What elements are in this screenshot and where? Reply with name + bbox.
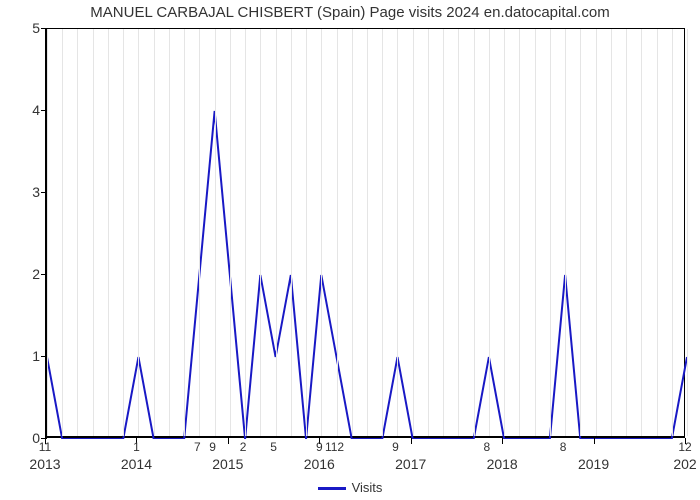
y-tick-label: 5 xyxy=(10,20,40,36)
grid-line xyxy=(77,29,78,436)
grid-line xyxy=(245,29,246,436)
grid-line xyxy=(260,29,261,436)
grid-line xyxy=(352,29,353,436)
grid-line xyxy=(580,29,581,436)
grid-line xyxy=(657,29,658,436)
point-label: 8 xyxy=(560,440,567,454)
x-tick-label: 2014 xyxy=(121,456,152,472)
x-tick-label: 2019 xyxy=(578,456,609,472)
grid-line xyxy=(276,29,277,436)
y-tick-label: 2 xyxy=(10,266,40,282)
grid-line xyxy=(184,29,185,436)
point-label: 2 xyxy=(240,440,247,454)
point-label: 9 xyxy=(209,440,216,454)
grid-line xyxy=(123,29,124,436)
y-tick-label: 0 xyxy=(10,430,40,446)
grid-line xyxy=(519,29,520,436)
grid-line xyxy=(565,29,566,436)
grid-line xyxy=(687,29,688,436)
x-tick-mark xyxy=(594,438,595,444)
grid-line xyxy=(337,29,338,436)
grid-line xyxy=(62,29,63,436)
x-tick-mark xyxy=(411,438,412,444)
grid-line xyxy=(215,29,216,436)
y-tick-label: 3 xyxy=(10,184,40,200)
chart-title: MANUEL CARBAJAL CHISBERT (Spain) Page vi… xyxy=(0,4,700,21)
grid-line xyxy=(550,29,551,436)
point-label: 7 xyxy=(194,440,201,454)
grid-line xyxy=(458,29,459,436)
grid-line xyxy=(474,29,475,436)
grid-line xyxy=(306,29,307,436)
grid-line xyxy=(230,29,231,436)
point-label: 11 xyxy=(39,440,51,454)
legend: Visits xyxy=(0,480,700,495)
grid-line xyxy=(291,29,292,436)
grid-line xyxy=(108,29,109,436)
x-tick-label: 2016 xyxy=(304,456,335,472)
y-tick-mark xyxy=(41,356,47,357)
y-tick-mark xyxy=(41,438,47,439)
grid-line xyxy=(626,29,627,436)
grid-line xyxy=(489,29,490,436)
grid-line xyxy=(413,29,414,436)
x-tick-label: 2017 xyxy=(395,456,426,472)
point-label: 12 xyxy=(678,440,691,454)
grid-line xyxy=(199,29,200,436)
point-label: 1 xyxy=(133,440,140,454)
point-label: 112 xyxy=(325,440,344,454)
x-tick-label: 2015 xyxy=(212,456,243,472)
y-tick-mark xyxy=(41,192,47,193)
x-tick-label: 2018 xyxy=(487,456,518,472)
legend-label: Visits xyxy=(352,480,383,495)
grid-line xyxy=(596,29,597,436)
grid-line xyxy=(367,29,368,436)
grid-line xyxy=(154,29,155,436)
x-tick-mark xyxy=(228,438,229,444)
y-tick-mark xyxy=(41,28,47,29)
grid-line xyxy=(535,29,536,436)
grid-line xyxy=(504,29,505,436)
grid-line xyxy=(611,29,612,436)
grid-line xyxy=(428,29,429,436)
grid-line xyxy=(93,29,94,436)
grid-line xyxy=(641,29,642,436)
y-tick-mark xyxy=(41,274,47,275)
y-tick-label: 4 xyxy=(10,102,40,118)
y-tick-label: 1 xyxy=(10,348,40,364)
grid-line xyxy=(672,29,673,436)
x-tick-mark xyxy=(502,438,503,444)
grid-line xyxy=(138,29,139,436)
point-label: 9 xyxy=(392,440,399,454)
grid-line xyxy=(397,29,398,436)
point-label: 9 xyxy=(316,440,323,454)
grid-line xyxy=(443,29,444,436)
grid-line xyxy=(321,29,322,436)
point-label: 8 xyxy=(484,440,491,454)
grid-line xyxy=(169,29,170,436)
grid-line xyxy=(382,29,383,436)
point-label: 5 xyxy=(270,440,277,454)
x-tick-label: 202 xyxy=(673,456,696,472)
y-tick-mark xyxy=(41,110,47,111)
plot-area xyxy=(45,28,685,438)
x-tick-label: 2013 xyxy=(29,456,60,472)
grid-line xyxy=(47,29,48,436)
legend-swatch xyxy=(318,487,346,490)
